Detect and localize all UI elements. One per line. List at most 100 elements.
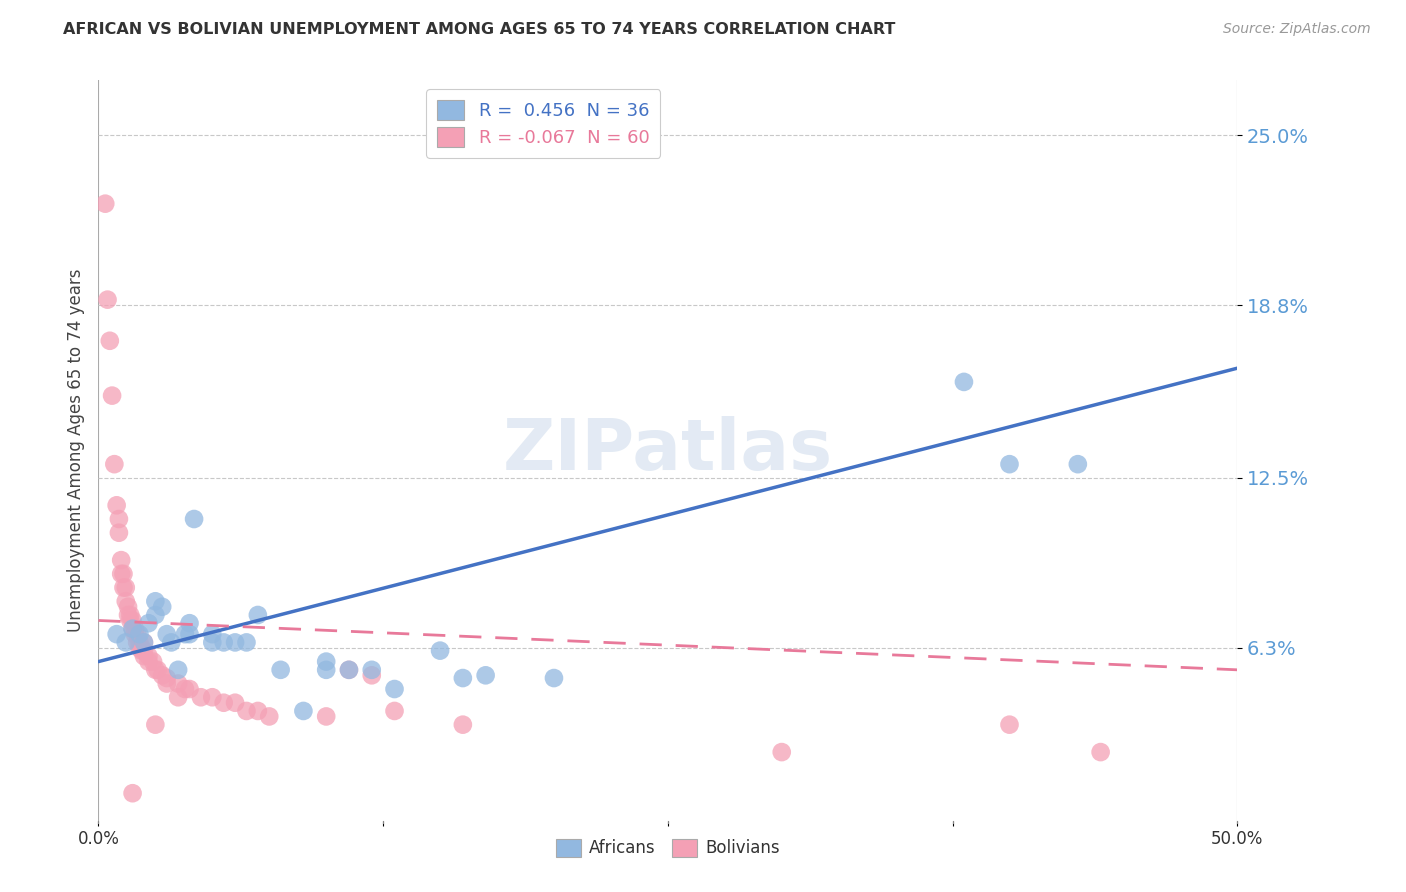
Point xyxy=(315,709,337,723)
Point xyxy=(128,640,150,655)
Point xyxy=(127,627,149,641)
Point xyxy=(145,663,167,677)
Point xyxy=(121,614,143,628)
Point xyxy=(98,334,121,348)
Point xyxy=(150,599,173,614)
Point xyxy=(183,512,205,526)
Point xyxy=(224,635,246,649)
Point xyxy=(156,627,179,641)
Point xyxy=(127,635,149,649)
Point xyxy=(1067,457,1090,471)
Point xyxy=(110,566,132,581)
Point xyxy=(156,671,179,685)
Point xyxy=(121,622,143,636)
Point xyxy=(953,375,976,389)
Point xyxy=(124,622,146,636)
Point xyxy=(190,690,212,705)
Point xyxy=(167,676,190,690)
Point xyxy=(167,690,190,705)
Point xyxy=(131,643,153,657)
Point xyxy=(201,627,224,641)
Point xyxy=(105,627,128,641)
Point xyxy=(1090,745,1112,759)
Point xyxy=(132,643,155,657)
Point xyxy=(174,627,197,641)
Text: ZIPatlas: ZIPatlas xyxy=(503,416,832,485)
Point xyxy=(337,663,360,677)
Y-axis label: Unemployment Among Ages 65 to 74 years: Unemployment Among Ages 65 to 74 years xyxy=(66,268,84,632)
Point xyxy=(142,655,165,669)
Point xyxy=(998,717,1021,731)
Point xyxy=(384,681,406,696)
Point xyxy=(270,663,292,677)
Point xyxy=(474,668,496,682)
Point xyxy=(132,635,155,649)
Point xyxy=(96,293,118,307)
Point xyxy=(315,655,337,669)
Point xyxy=(121,622,143,636)
Point xyxy=(121,786,143,800)
Point xyxy=(108,512,131,526)
Point xyxy=(315,663,337,677)
Point xyxy=(103,457,125,471)
Point xyxy=(112,581,135,595)
Point xyxy=(128,627,150,641)
Point xyxy=(105,498,128,512)
Point xyxy=(128,635,150,649)
Point xyxy=(543,671,565,685)
Point xyxy=(429,643,451,657)
Point xyxy=(132,635,155,649)
Point xyxy=(112,566,135,581)
Point xyxy=(259,709,281,723)
Point xyxy=(138,616,160,631)
Point xyxy=(770,745,793,759)
Point xyxy=(94,196,117,211)
Point xyxy=(145,717,167,731)
Point xyxy=(145,594,167,608)
Point xyxy=(114,635,136,649)
Point xyxy=(235,704,257,718)
Point xyxy=(212,696,235,710)
Text: Source: ZipAtlas.com: Source: ZipAtlas.com xyxy=(1223,22,1371,37)
Point xyxy=(451,671,474,685)
Point xyxy=(451,717,474,731)
Point xyxy=(120,614,142,628)
Point xyxy=(292,704,315,718)
Point xyxy=(131,640,153,655)
Point xyxy=(360,668,382,682)
Point xyxy=(146,663,169,677)
Point xyxy=(179,681,201,696)
Point xyxy=(235,635,257,649)
Point xyxy=(246,704,269,718)
Point xyxy=(110,553,132,567)
Point xyxy=(138,649,160,664)
Point xyxy=(108,525,131,540)
Point xyxy=(201,635,224,649)
Point xyxy=(212,635,235,649)
Point xyxy=(246,607,269,622)
Point xyxy=(138,655,160,669)
Legend: Africans, Bolivians: Africans, Bolivians xyxy=(548,832,787,864)
Point xyxy=(117,599,139,614)
Point xyxy=(998,457,1021,471)
Point xyxy=(167,663,190,677)
Point xyxy=(384,704,406,718)
Point xyxy=(124,627,146,641)
Point xyxy=(179,616,201,631)
Point xyxy=(114,581,136,595)
Point xyxy=(101,389,124,403)
Point xyxy=(179,627,201,641)
Point xyxy=(117,607,139,622)
Point xyxy=(201,690,224,705)
Point xyxy=(114,594,136,608)
Point xyxy=(360,663,382,677)
Point xyxy=(156,676,179,690)
Point xyxy=(224,696,246,710)
Point xyxy=(337,663,360,677)
Point xyxy=(145,607,167,622)
Point xyxy=(160,635,183,649)
Point xyxy=(174,681,197,696)
Point xyxy=(132,649,155,664)
Point xyxy=(150,668,173,682)
Text: AFRICAN VS BOLIVIAN UNEMPLOYMENT AMONG AGES 65 TO 74 YEARS CORRELATION CHART: AFRICAN VS BOLIVIAN UNEMPLOYMENT AMONG A… xyxy=(63,22,896,37)
